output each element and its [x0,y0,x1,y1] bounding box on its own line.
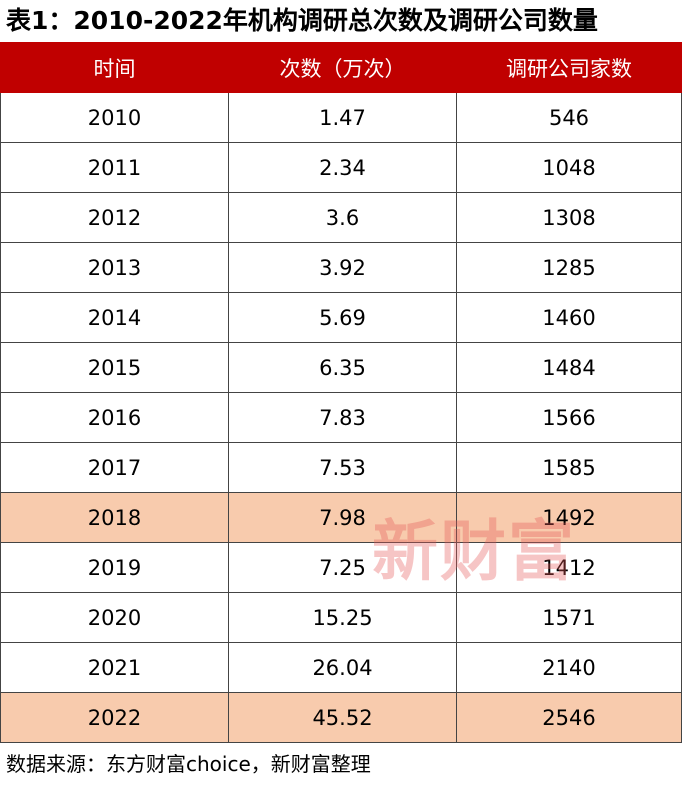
table-cell: 3.92 [228,242,457,293]
table-row: 2022 45.52 2546 [0,692,682,743]
table-cell: 1566 [456,392,682,443]
title: 表1：2010-2022年机构调研总次数及调研公司数量 [6,6,598,35]
header-row: 时间 次数（万次） 调研公司家数 [0,42,682,93]
table-cell: 1585 [456,442,682,493]
table-cell: 2020 [0,592,229,643]
table-row: 2018 7.98 1492 [0,492,682,543]
header-cell: 次数（万次） [228,42,457,93]
table-cell: 1484 [456,342,682,393]
table-cell: 2022 [0,692,229,743]
table-row: 2016 7.83 1566 [0,392,682,443]
table-cell: 2018 [0,492,229,543]
table-cell: 1412 [456,542,682,593]
table-row: 2012 3.6 1308 [0,192,682,243]
table-cell: 2546 [456,692,682,743]
data-table: 时间 次数（万次） 调研公司家数 2010 1.47 546 2011 2.34 1048 20… [0,42,682,743]
table-cell: 2140 [456,642,682,693]
table-cell: 1.47 [228,92,457,143]
table-cell: 26.04 [228,642,457,693]
table-cell: 2016 [0,392,229,443]
table-cell: 1308 [456,192,682,243]
header-cell: 时间 [0,42,229,93]
table-cell: 2017 [0,442,229,493]
table-cell: 7.98 [228,492,457,543]
table-cell: 45.52 [228,692,457,743]
table-cell: 2021 [0,642,229,693]
table-row: 2015 6.35 1484 [0,342,682,393]
table-cell: 546 [456,92,682,143]
table-row: 2010 1.47 546 [0,92,682,143]
table-row: 2013 3.92 1285 [0,242,682,293]
table-cell: 2011 [0,142,229,193]
table-cell: 2.34 [228,142,457,193]
table-cell: 7.25 [228,542,457,593]
table-cell: 1571 [456,592,682,643]
table-row: 2011 2.34 1048 [0,142,682,193]
table-row: 2020 15.25 1571 [0,592,682,643]
table-row: 2017 7.53 1585 [0,442,682,493]
table-cell: 6.35 [228,342,457,393]
header-cell: 调研公司家数 [456,42,682,93]
table-cell: 7.53 [228,442,457,493]
table-cell: 2012 [0,192,229,243]
table-row: 2014 5.69 1460 [0,292,682,343]
table-cell: 2014 [0,292,229,343]
table-cell: 1492 [456,492,682,543]
table-row: 2019 7.25 1412 [0,542,682,593]
table-cell: 2010 [0,92,229,143]
source-note: 数据来源：东方财富choice，新财富整理 [6,752,371,776]
table-cell: 7.83 [228,392,457,443]
table-cell: 1048 [456,142,682,193]
table-cell: 2013 [0,242,229,293]
table-cell: 2019 [0,542,229,593]
table-cell: 1460 [456,292,682,343]
table-cell: 15.25 [228,592,457,643]
table-cell: 1285 [456,242,682,293]
table-cell: 2015 [0,342,229,393]
table-cell: 5.69 [228,292,457,343]
table-row: 2021 26.04 2140 [0,642,682,693]
table-cell: 3.6 [228,192,457,243]
